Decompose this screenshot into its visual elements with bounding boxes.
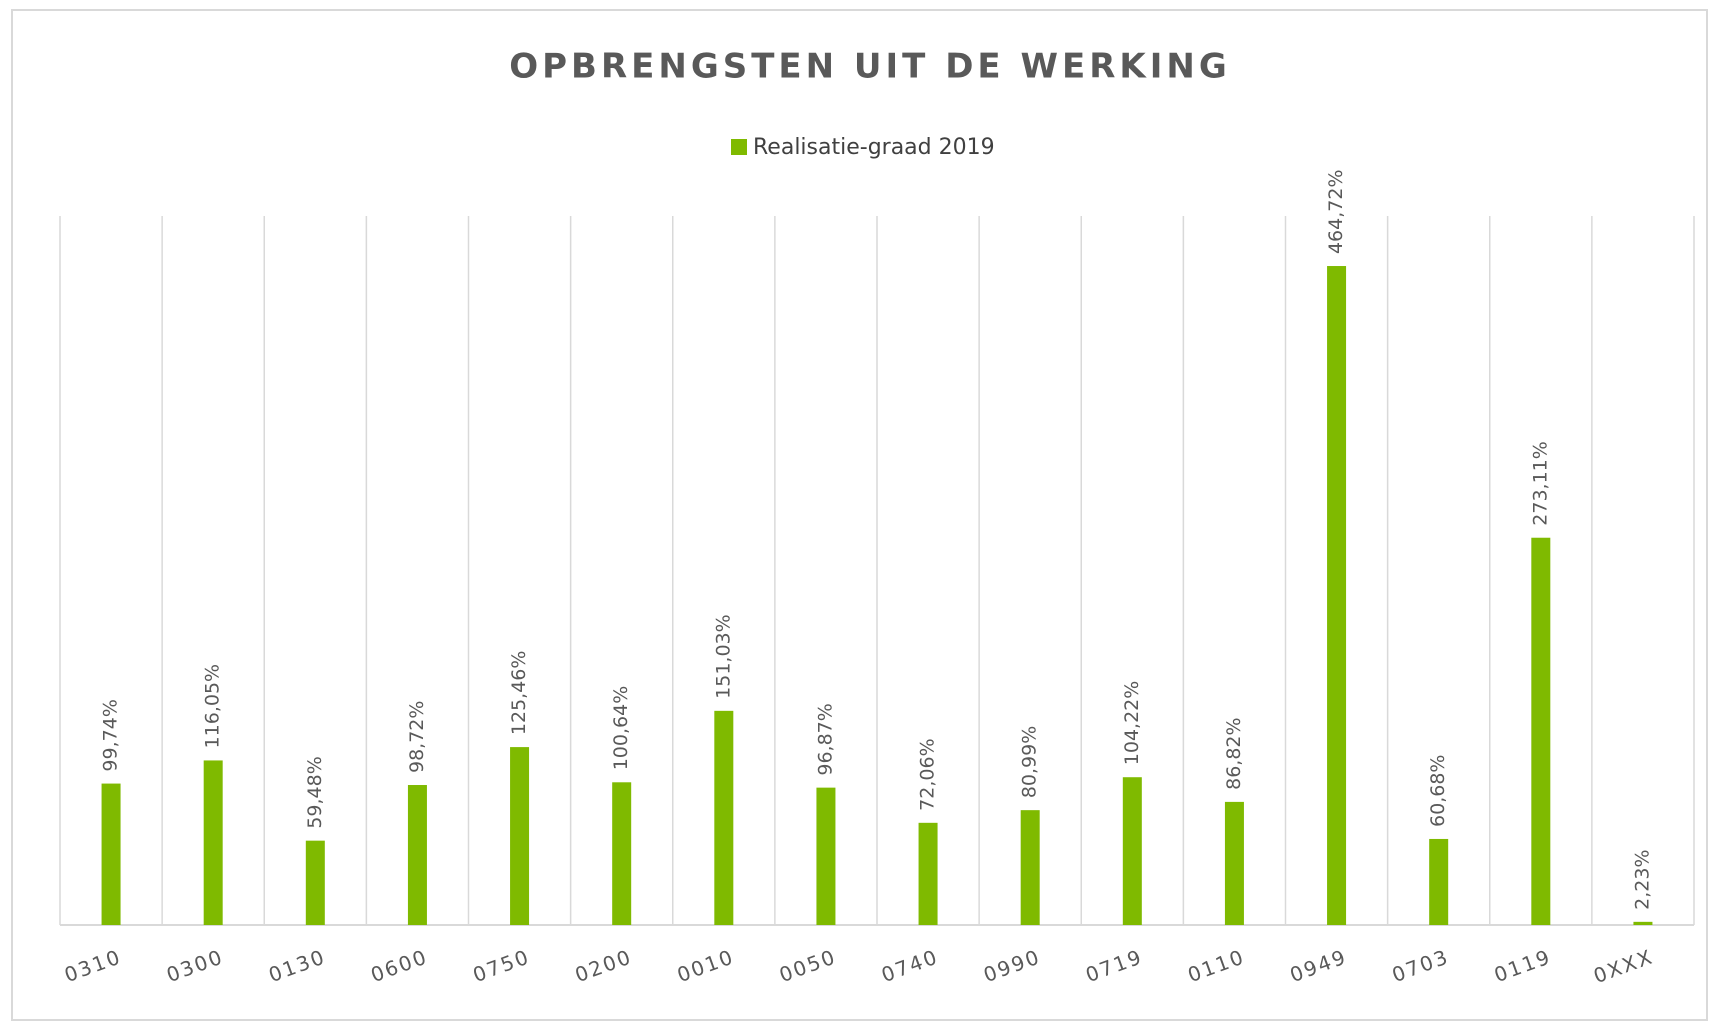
x-tick-label: 0119 <box>1491 944 1555 987</box>
bar <box>1327 266 1347 925</box>
legend-swatch <box>731 139 747 155</box>
data-label: 2,23% <box>1631 849 1653 909</box>
bar <box>1429 838 1449 925</box>
legend-label: Realisatie-graad 2019 <box>753 135 995 160</box>
data-label: 99,74% <box>100 699 122 771</box>
bar <box>203 760 223 925</box>
data-label: 464,72% <box>1325 169 1347 254</box>
bar <box>407 785 427 925</box>
x-tick-label: 0XXX <box>1590 944 1656 988</box>
x-tick-label: 0740 <box>878 944 942 987</box>
data-label: 125,46% <box>508 651 530 736</box>
bar <box>1122 777 1142 925</box>
data-label: 273,11% <box>1529 441 1551 526</box>
bar <box>101 783 121 925</box>
x-tick-label: 0010 <box>674 944 738 987</box>
bar <box>1633 921 1653 925</box>
data-label: 98,72% <box>406 701 428 773</box>
x-tick-label: 0600 <box>367 944 431 987</box>
x-tick-label: 0310 <box>61 944 125 987</box>
data-label: 104,22% <box>1121 681 1143 766</box>
bar <box>1224 801 1244 925</box>
data-label: 86,82% <box>1223 717 1245 789</box>
bar <box>305 840 325 925</box>
x-tick-label: 0130 <box>265 944 329 987</box>
data-label: 96,87% <box>814 703 836 775</box>
x-tick-label: 0703 <box>1389 944 1453 987</box>
bar <box>612 782 632 925</box>
data-label: 72,06% <box>917 738 939 810</box>
x-tick-label: 0300 <box>163 944 227 987</box>
data-label: 60,68% <box>1427 755 1449 827</box>
x-tick-label: 0719 <box>1082 944 1146 987</box>
bar <box>714 710 734 925</box>
bar <box>510 747 530 925</box>
data-label: 151,03% <box>712 614 734 699</box>
data-label: 100,64% <box>610 686 632 771</box>
x-tick-label: 0110 <box>1184 944 1248 987</box>
x-tick-label: 0200 <box>572 944 636 987</box>
data-label: 80,99% <box>1019 726 1041 798</box>
x-tick-label: 0990 <box>980 944 1044 987</box>
x-tick-label: 0050 <box>776 944 840 987</box>
chart-frame <box>11 9 1708 1021</box>
data-label: 116,05% <box>202 664 224 749</box>
x-tick-label: 0949 <box>1287 944 1351 987</box>
bar <box>1531 537 1551 925</box>
bar <box>816 787 836 925</box>
bar <box>1020 810 1040 925</box>
x-tick-label: 0750 <box>470 944 534 987</box>
bar <box>918 822 938 925</box>
data-label: 59,48% <box>304 756 326 828</box>
chart-title: OPBRENGSTEN UIT DE WERKING <box>509 47 1231 87</box>
